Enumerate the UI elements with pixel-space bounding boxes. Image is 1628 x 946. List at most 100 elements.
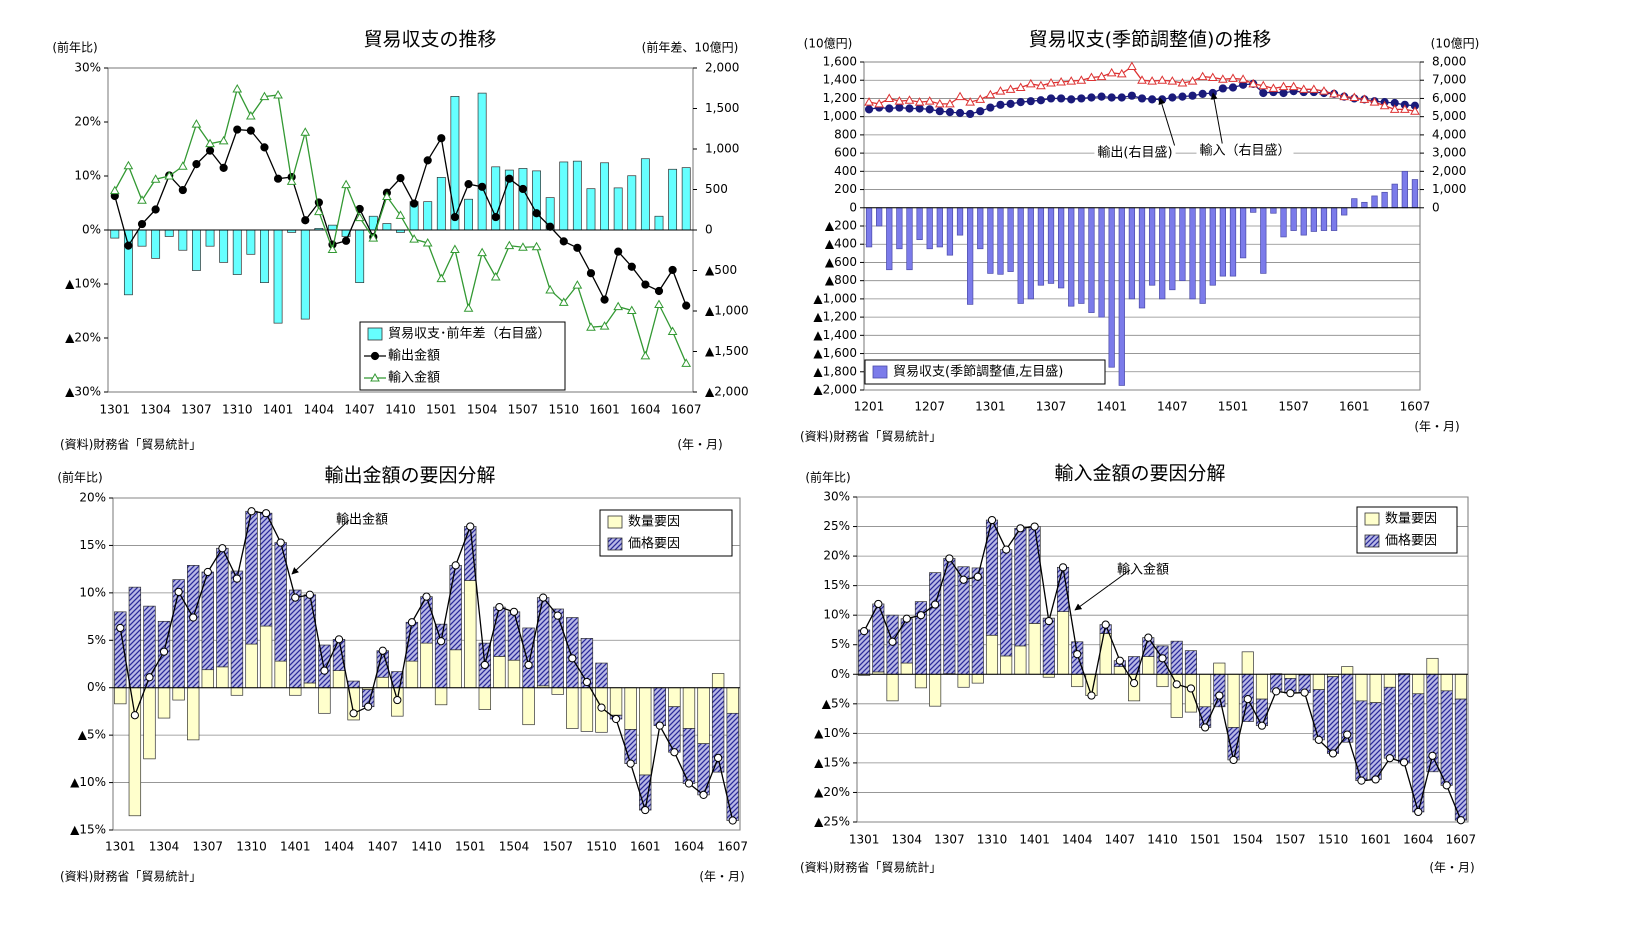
marker <box>888 637 897 646</box>
marker <box>965 97 976 106</box>
marker <box>1349 92 1360 102</box>
bar <box>1138 207 1146 309</box>
marker <box>1148 95 1157 104</box>
marker <box>464 180 473 189</box>
bar <box>382 223 392 231</box>
marker <box>192 160 201 169</box>
bar <box>1159 207 1166 300</box>
marker <box>627 262 636 271</box>
bar <box>216 666 229 689</box>
marker <box>1198 89 1207 98</box>
bar <box>434 687 448 706</box>
marker <box>396 174 405 183</box>
bar <box>1290 207 1297 231</box>
bar <box>1014 527 1027 647</box>
marker <box>1258 80 1269 90</box>
bar <box>1412 673 1425 695</box>
marker <box>437 134 446 143</box>
marker <box>885 104 894 113</box>
bar <box>987 207 994 274</box>
marker <box>233 125 242 134</box>
bar <box>128 586 142 689</box>
marker <box>273 174 283 183</box>
bar <box>273 229 283 324</box>
bar <box>566 617 579 689</box>
marker <box>1359 94 1370 103</box>
marker <box>262 509 271 518</box>
x-tick-label: 1307 <box>193 840 224 854</box>
marker <box>546 222 555 231</box>
y-tick-label: ▲1,200 <box>813 310 857 324</box>
y-tick-label: ▲1,600 <box>813 346 857 360</box>
marker <box>1147 76 1157 85</box>
marker <box>641 280 650 289</box>
bar <box>1199 673 1212 708</box>
y-tick-label: 15% <box>79 538 106 552</box>
marker <box>1379 100 1390 110</box>
x-axis-unit: (年・月) <box>1414 420 1459 434</box>
y-tick-label: 10% <box>823 608 850 622</box>
bar <box>216 547 229 668</box>
marker <box>218 135 229 145</box>
marker <box>341 179 351 189</box>
marker <box>247 507 256 516</box>
bar <box>157 687 171 719</box>
marker <box>150 174 161 183</box>
marker <box>714 753 723 763</box>
bar <box>1142 656 1155 675</box>
marker <box>1218 84 1227 93</box>
y-tick-label: ▲5% <box>822 696 850 710</box>
y2-tick-label: 4,000 <box>1432 127 1466 141</box>
bar <box>355 229 365 284</box>
marker <box>1073 650 1082 659</box>
bar <box>420 642 433 689</box>
bar <box>1078 207 1085 304</box>
chart-title: 貿易収支(季節調整値)の推移 <box>1029 29 1272 51</box>
y2-tick-label: 6,000 <box>1432 91 1466 105</box>
marker <box>451 561 460 570</box>
marker <box>955 91 965 101</box>
y2-tick-label: 3,000 <box>1432 146 1466 160</box>
marker <box>599 321 610 330</box>
marker <box>1015 82 1026 92</box>
marker <box>518 242 528 251</box>
bar <box>1057 611 1070 675</box>
bar <box>936 207 943 248</box>
marker <box>1044 616 1053 626</box>
marker <box>1314 735 1323 744</box>
x-tick-label: 1607 <box>671 403 702 417</box>
marker <box>1058 563 1068 572</box>
x-tick-label: 1501 <box>455 840 486 854</box>
legend-swatch <box>1364 534 1380 548</box>
y2-tick-label: 500 <box>705 182 728 196</box>
y-tick-label: ▲1,000 <box>813 291 857 305</box>
bar <box>303 682 317 689</box>
marker <box>463 303 474 312</box>
marker <box>654 299 664 309</box>
bar <box>289 687 302 696</box>
marker <box>987 515 997 525</box>
y2-tick-label: 2,000 <box>705 61 739 75</box>
marker <box>422 237 433 247</box>
y-tick-label: ▲15% <box>814 755 850 769</box>
y-tick-label: ▲1,800 <box>813 364 857 378</box>
legend-label: 貿易収支(季節調整値,左目盛) <box>893 364 1063 380</box>
legend-swatch <box>367 327 383 341</box>
marker <box>1308 84 1319 93</box>
y-tick-label: ▲800 <box>825 273 857 287</box>
marker <box>1101 620 1110 629</box>
bar <box>172 687 185 701</box>
marker <box>320 666 329 675</box>
marker <box>450 244 460 253</box>
bar <box>697 743 710 796</box>
chart-title: 輸入金額の要因分解 <box>1054 463 1225 485</box>
marker <box>667 326 678 336</box>
bar <box>580 687 594 732</box>
y2-tick-label: ▲1,500 <box>705 344 749 358</box>
marker <box>189 613 198 622</box>
marker <box>531 241 542 251</box>
marker <box>1357 776 1366 785</box>
marker <box>1300 688 1309 697</box>
bar <box>230 570 244 689</box>
marker <box>124 241 133 250</box>
